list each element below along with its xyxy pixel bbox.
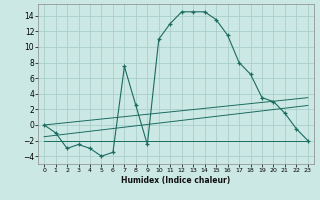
X-axis label: Humidex (Indice chaleur): Humidex (Indice chaleur) [121,176,231,185]
